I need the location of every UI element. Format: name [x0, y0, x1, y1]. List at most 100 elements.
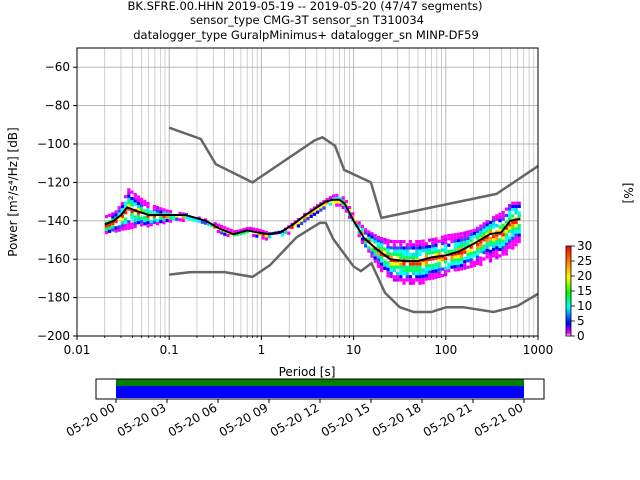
- psd-cell: [360, 231, 364, 235]
- psd-cell: [447, 250, 451, 254]
- psd-cell: [124, 217, 128, 221]
- psd-cell: [450, 256, 454, 260]
- psd-cell: [389, 255, 393, 259]
- psd-cell: [120, 227, 124, 231]
- psd-cell: [421, 281, 425, 285]
- psd-cell: [402, 272, 406, 276]
- psd-cell: [514, 224, 518, 228]
- coverage-data-row: [116, 386, 524, 398]
- psd-cell: [501, 214, 505, 218]
- psd-cell: [460, 235, 464, 239]
- psd-cell: [431, 238, 435, 242]
- psd-cell: [133, 225, 137, 229]
- psd-cell: [508, 229, 512, 233]
- psd-cell: [488, 230, 492, 234]
- psd-cell: [453, 242, 457, 246]
- psd-cell: [492, 222, 496, 226]
- psd-cell: [120, 221, 124, 225]
- colorbar-label: [%]: [621, 183, 635, 204]
- psd-cell: [136, 211, 140, 215]
- psd-cell: [418, 275, 422, 279]
- psd-cell: [498, 219, 502, 223]
- psd-cell: [517, 233, 521, 237]
- psd-cell: [485, 255, 489, 259]
- psd-cell: [424, 242, 428, 246]
- psd-cell: [152, 214, 156, 218]
- psd-cell: [156, 218, 160, 223]
- psd-cell: [264, 234, 268, 238]
- psd-cell: [463, 234, 467, 238]
- psd-cell: [136, 201, 140, 206]
- psd-cell: [373, 253, 377, 257]
- psd-cell: [335, 203, 339, 207]
- psd-cell: [373, 240, 377, 244]
- psd-cell: [114, 210, 118, 214]
- psd-cell: [412, 278, 416, 282]
- psd-cell: [450, 265, 454, 269]
- psd-cell: [312, 209, 316, 213]
- psd-cell: [389, 246, 393, 250]
- psd-cell: [386, 242, 390, 246]
- psd-cell: [220, 231, 224, 235]
- psd-cell: [223, 232, 227, 236]
- psd-cell: [376, 235, 380, 240]
- coverage-tick-label: 05-20 18: [370, 400, 424, 439]
- psd-cell: [434, 256, 438, 260]
- psd-cell: [370, 251, 374, 255]
- psd-plot-area: 0.01 0.1 1 10 100 1000 −60 −80 −100 −120 −140 −160…: [6, 47, 553, 379]
- psd-cell: [108, 226, 112, 230]
- psd-cell: [498, 247, 502, 252]
- psd-cell: [479, 234, 483, 238]
- psd-cell: [431, 273, 435, 277]
- psd-cell: [488, 240, 492, 244]
- psd-cell: [479, 227, 483, 231]
- psd-cell: [418, 268, 422, 272]
- psd-cell: [456, 251, 460, 256]
- psd-cell: [386, 264, 390, 268]
- psd-cell: [511, 246, 515, 250]
- psd-cell: [424, 251, 428, 255]
- psd-cell: [146, 224, 150, 228]
- psd-cell: [428, 277, 432, 281]
- psd-cell: [511, 233, 515, 237]
- psd-cell: [495, 249, 499, 253]
- psd-cell: [463, 244, 467, 248]
- psd-cell: [130, 190, 134, 194]
- psd-cell: [402, 240, 406, 244]
- psd-cell: [146, 201, 150, 206]
- psd-cell: [364, 244, 368, 248]
- psd-cell: [392, 268, 396, 272]
- psd-cell: [412, 243, 416, 247]
- psd-cell: [431, 263, 435, 267]
- psd-cell: [485, 223, 489, 227]
- psd-cell: [466, 230, 470, 234]
- psd-cell: [511, 214, 515, 218]
- psd-cell: [380, 253, 384, 257]
- psd-cell: [482, 228, 486, 232]
- psd-cell: [383, 266, 387, 270]
- psd-cell: [405, 252, 409, 256]
- psd-cell: [162, 221, 166, 225]
- psd-cell: [380, 265, 384, 269]
- psd-cell: [399, 272, 403, 276]
- psd-cell: [476, 252, 480, 256]
- psd-cell: [492, 219, 496, 223]
- psd-cell: [476, 255, 480, 259]
- psd-cell: [124, 211, 128, 215]
- psd-cell: [383, 260, 387, 264]
- psd-cell: [460, 244, 464, 249]
- psd-cell: [380, 259, 384, 263]
- psd-cell: [392, 265, 396, 269]
- y-tick-label: −120: [37, 175, 70, 189]
- psd-cell: [386, 238, 390, 243]
- psd-cell: [421, 268, 425, 272]
- psd-cell: [492, 241, 496, 245]
- psd-cell: [469, 261, 473, 265]
- psd-cell: [399, 249, 403, 253]
- psd-cell: [335, 193, 339, 198]
- psd-cell: [351, 212, 355, 216]
- psd-cell: [127, 194, 131, 198]
- psd-cell: [152, 211, 156, 215]
- psd-cell: [488, 252, 492, 257]
- psd-cell: [172, 217, 176, 221]
